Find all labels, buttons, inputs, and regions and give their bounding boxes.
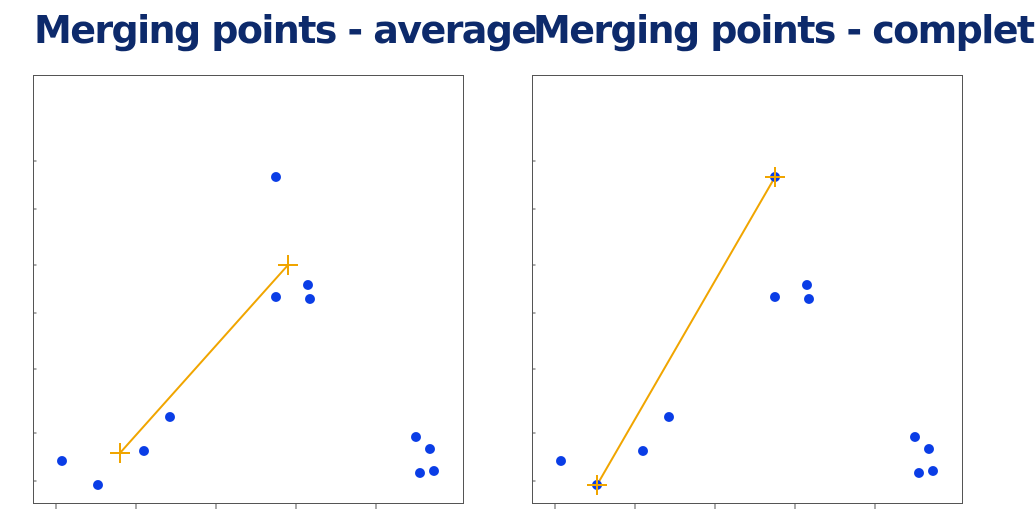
merge-line [119, 264, 289, 454]
data-point [914, 468, 924, 478]
data-point [770, 292, 780, 302]
chart-title-average: Merging points - average [34, 8, 537, 52]
data-point [664, 412, 674, 422]
data-point [139, 446, 149, 456]
data-point [93, 480, 103, 490]
data-point [165, 412, 175, 422]
data-point [924, 444, 934, 454]
data-point [928, 466, 938, 476]
data-point [271, 172, 281, 182]
data-point [804, 294, 814, 304]
data-point [429, 466, 439, 476]
data-point [425, 444, 435, 454]
data-point [802, 280, 812, 290]
data-point [556, 456, 566, 466]
data-point [271, 292, 281, 302]
data-point [638, 446, 648, 456]
chart-title-complete: Merging points - complete [533, 8, 1035, 52]
plot-frame [33, 75, 464, 504]
data-point [57, 456, 67, 466]
scatter-plot-average [33, 75, 464, 509]
scatter-plot-complete [532, 75, 963, 509]
data-point [303, 280, 313, 290]
merge-line [596, 176, 776, 486]
data-point [910, 432, 920, 442]
data-point [305, 294, 315, 304]
data-point [415, 468, 425, 478]
plot-frame [532, 75, 963, 504]
data-point [411, 432, 421, 442]
